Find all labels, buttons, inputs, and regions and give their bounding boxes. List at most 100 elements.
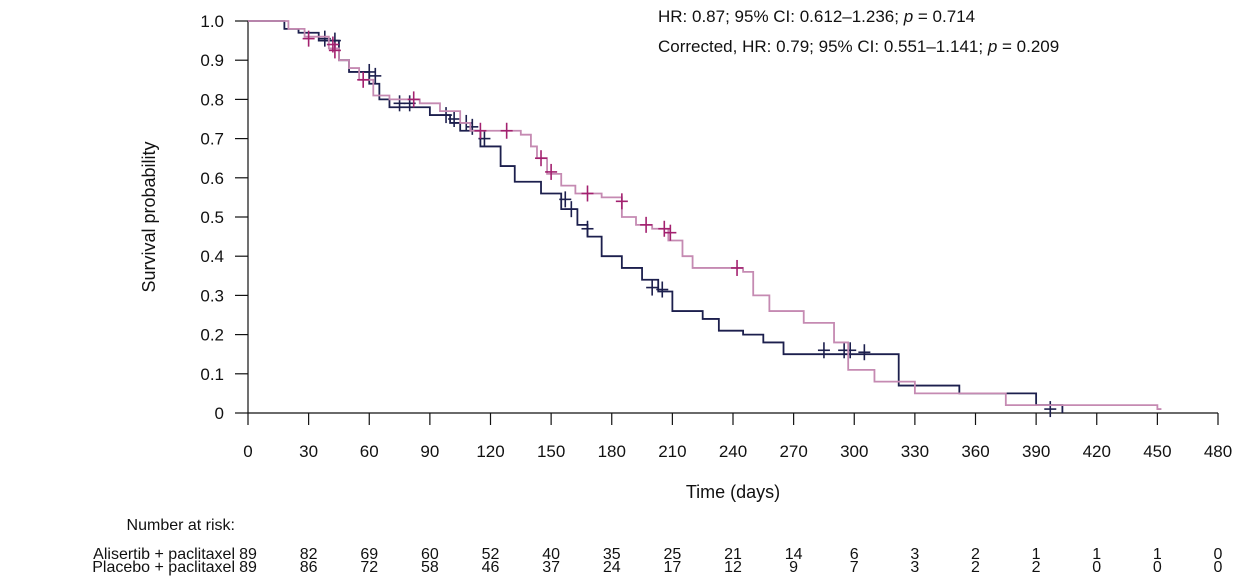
x-tick-label: 60 <box>360 442 379 461</box>
survival-curves <box>248 20 1162 418</box>
x-tick-label: 240 <box>719 442 747 461</box>
y-tick-label: 0.7 <box>200 130 224 149</box>
placebo-risk-label: Placebo + paclitaxel <box>92 559 235 576</box>
placebo-risk-value: 24 <box>603 559 621 576</box>
alisertib-censor-mark <box>581 185 594 202</box>
alisertib-censor-mark <box>658 220 671 237</box>
x-axis-title: Time (days) <box>686 482 780 502</box>
alisertib-censor-mark <box>640 216 653 233</box>
placebo-risk-value: 2 <box>1032 559 1041 576</box>
alisertib-risk-value: 35 <box>603 546 621 563</box>
x-tick-label: 150 <box>537 442 565 461</box>
placebo-censor-mark <box>559 191 572 208</box>
x-tick-label: 480 <box>1204 442 1232 461</box>
placebo-censor-mark <box>858 344 871 361</box>
placebo-censor-mark <box>369 67 382 84</box>
x-tick-label: 330 <box>901 442 929 461</box>
y-tick-label: 0.6 <box>200 169 224 188</box>
alisertib-risk-value: 0 <box>1214 546 1223 563</box>
alisertib-survival-curve <box>248 20 1162 410</box>
x-tick-label: 120 <box>476 442 504 461</box>
y-tick-label: 0.4 <box>200 247 224 266</box>
placebo-censor-mark <box>844 342 857 359</box>
alisertib-risk-value: 1 <box>1032 546 1041 563</box>
alisertib-risk-value: 21 <box>724 546 742 563</box>
annotation-part: p <box>903 7 913 26</box>
axes: 1.0 0.9 0.8 0.7 0.6 0.5 0.4 0.3 0.2 0.1 00 30 60 90 12… <box>139 12 1232 502</box>
placebo-censor-mark <box>363 63 376 80</box>
x-tick-label: 450 <box>1143 442 1171 461</box>
annotation-part: Corrected, HR: 0.79; 95% CI: 0.551–1.141… <box>658 37 988 56</box>
annotation-part: = 0.714 <box>913 7 975 26</box>
y-tick-label: 1.0 <box>200 12 224 31</box>
placebo-censor-mark <box>448 111 461 127</box>
x-tick-label: 30 <box>299 442 318 461</box>
placebo-censor-mark <box>646 279 659 296</box>
alisertib-risk-value: 14 <box>785 546 803 563</box>
alisertib-risk-label: Alisertib + paclitaxel <box>93 546 235 563</box>
alisertib-risk-value: 1 <box>1153 546 1162 563</box>
placebo-risk-value: 37 <box>542 559 560 576</box>
placebo-risk-value: 46 <box>482 559 500 576</box>
x-tick-label: 360 <box>961 442 989 461</box>
alisertib-censor-mark <box>545 163 558 180</box>
alisertib-risk-value: 6 <box>850 546 859 563</box>
x-tick-label: 390 <box>1022 442 1050 461</box>
alisertib-risk-value: 25 <box>663 546 681 563</box>
placebo-censor-mark <box>656 281 669 298</box>
placebo-risk-value: 86 <box>300 559 318 576</box>
placebo-risk-value: 9 <box>789 559 798 576</box>
placebo-risk-value: 0 <box>1092 559 1101 576</box>
number-at-risk-table: Number at risk:Alisertib + paclitaxel 89 8… <box>92 517 1222 576</box>
x-tick-label: 210 <box>658 442 686 461</box>
placebo-risk-value: 0 <box>1153 559 1162 576</box>
x-tick-label: 420 <box>1083 442 1111 461</box>
y-tick-label: 0 <box>215 404 224 423</box>
alisertib-risk-value: 1 <box>1092 546 1101 563</box>
x-tick-label: 0 <box>243 442 252 461</box>
placebo-censor-mark <box>581 220 594 237</box>
hr-annotation-2: Corrected, HR: 0.79; 95% CI: 0.551–1.141… <box>658 37 1059 56</box>
placebo-censor-mark <box>466 118 479 135</box>
placebo-risk-value: 7 <box>850 559 859 576</box>
annotation-part: HR: 0.87; 95% CI: 0.612–1.236; <box>658 7 904 26</box>
placebo-risk-value: 89 <box>239 559 257 576</box>
hr-annotation-1: HR: 0.87; 95% CI: 0.612–1.236; p = 0.714 <box>658 7 975 26</box>
y-axis-title: Survival probability <box>139 141 159 292</box>
alisertib-risk-value: 82 <box>300 546 318 563</box>
placebo-risk-value: 3 <box>910 559 919 576</box>
y-tick-label: 0.5 <box>200 208 224 227</box>
alisertib-risk-value: 60 <box>421 546 439 563</box>
annotation-part: = 0.209 <box>997 37 1059 56</box>
alisertib-censor-mark <box>474 122 487 139</box>
placebo-censor-mark <box>565 201 578 218</box>
x-tick-label: 90 <box>420 442 439 461</box>
alisertib-risk-value: 40 <box>542 546 560 563</box>
placebo-censor-mark <box>440 107 453 124</box>
alisertib-censor-mark <box>731 259 744 276</box>
alisertib-censor-mark <box>328 42 341 59</box>
placebo-risk-value: 58 <box>421 559 439 576</box>
y-tick-label: 0.8 <box>200 90 224 109</box>
placebo-risk-value: 0 <box>1214 559 1223 576</box>
alisertib-censor-mark <box>535 150 548 167</box>
placebo-risk-value: 2 <box>971 559 980 576</box>
placebo-censor-mark <box>817 342 830 359</box>
alisertib-risk-value: 89 <box>239 546 257 563</box>
alisertib-censor-mark <box>664 224 677 241</box>
risk-table-title: Number at risk: <box>127 517 235 534</box>
y-tick-label: 0.1 <box>200 365 224 384</box>
placebo-risk-value: 12 <box>724 559 742 576</box>
annotation-part: p <box>987 37 997 56</box>
alisertib-risk-value: 52 <box>482 546 500 563</box>
x-tick-label: 300 <box>840 442 868 461</box>
hr-annotations: HR: 0.87; 95% CI: 0.612–1.236; p = 0.714… <box>658 7 1059 56</box>
x-tick-label: 270 <box>779 442 807 461</box>
y-tick-label: 0.3 <box>200 286 224 305</box>
placebo-censor-mark <box>393 95 406 112</box>
y-tick-label: 0.2 <box>200 326 224 345</box>
alisertib-risk-value: 3 <box>910 546 919 563</box>
placebo-risk-value: 17 <box>663 559 681 576</box>
alisertib-censor-mark <box>615 193 628 210</box>
